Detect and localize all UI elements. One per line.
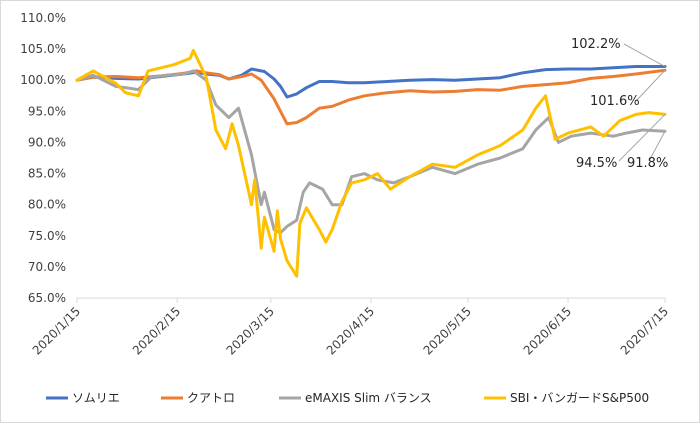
y-tick-label: 85.0%: [28, 167, 66, 181]
y-tick-label: 90.0%: [28, 135, 66, 149]
annotation-leader-line: [648, 131, 666, 162]
legend-entry-label: ソムリエ: [72, 391, 120, 405]
legend-entry-label: SBI・バンガードS&P500: [510, 391, 649, 405]
series-line-2: [75, 69, 667, 235]
x-tick-label: 2020/6/15: [521, 304, 574, 357]
legend: ソムリエ クアトロ eMAXIS Slim バランス SBI・バンガードS&P500: [46, 391, 649, 405]
series-lines: [75, 48, 667, 278]
y-axis-ticks: 65.0% 70.0% 75.0% 80.0% 85.0% 90.0% 95.0% 100.0…: [20, 11, 66, 305]
y-tick-label: 105.0%: [20, 42, 66, 56]
end-value-label: 102.2%: [571, 37, 621, 52]
x-tick-label: 2020/3/15: [224, 304, 277, 357]
x-tick-label: 2020/5/15: [421, 304, 474, 357]
x-tick-label: 2020/1/15: [30, 304, 83, 357]
y-tick-label: 95.0%: [28, 104, 66, 118]
y-tick-label: 75.0%: [28, 229, 66, 243]
series-line-3: [75, 48, 667, 278]
annotation-leader-line: [618, 114, 666, 162]
series-line-1: [75, 68, 667, 126]
y-tick-label: 65.0%: [28, 291, 66, 305]
annotation-leader-line: [623, 43, 666, 67]
end-value-label: 94.5%: [576, 156, 617, 171]
x-tick-label: 2020/7/15: [618, 304, 671, 357]
y-tick-label: 80.0%: [28, 198, 66, 212]
data-label-annotations: 102.2% 101.6% 94.5% 91.8%: [571, 37, 668, 171]
x-tick-label: 2020/4/15: [324, 304, 377, 357]
y-tick-label: 110.0%: [20, 11, 66, 25]
x-axis-ticks: 2020/1/15 2020/2/15 2020/3/15 2020/4/15 2020…: [30, 298, 671, 358]
end-value-label: 91.8%: [627, 156, 668, 171]
x-tick-label: 2020/2/15: [130, 304, 183, 357]
y-tick-label: 70.0%: [28, 260, 66, 274]
legend-entry-label: eMAXIS Slim バランス: [305, 391, 432, 405]
annotation-leader-line: [635, 69, 666, 102]
y-tick-label: 100.0%: [20, 73, 66, 87]
legend-entry-label: クアトロ: [187, 391, 235, 405]
end-value-label: 101.6%: [590, 94, 640, 109]
